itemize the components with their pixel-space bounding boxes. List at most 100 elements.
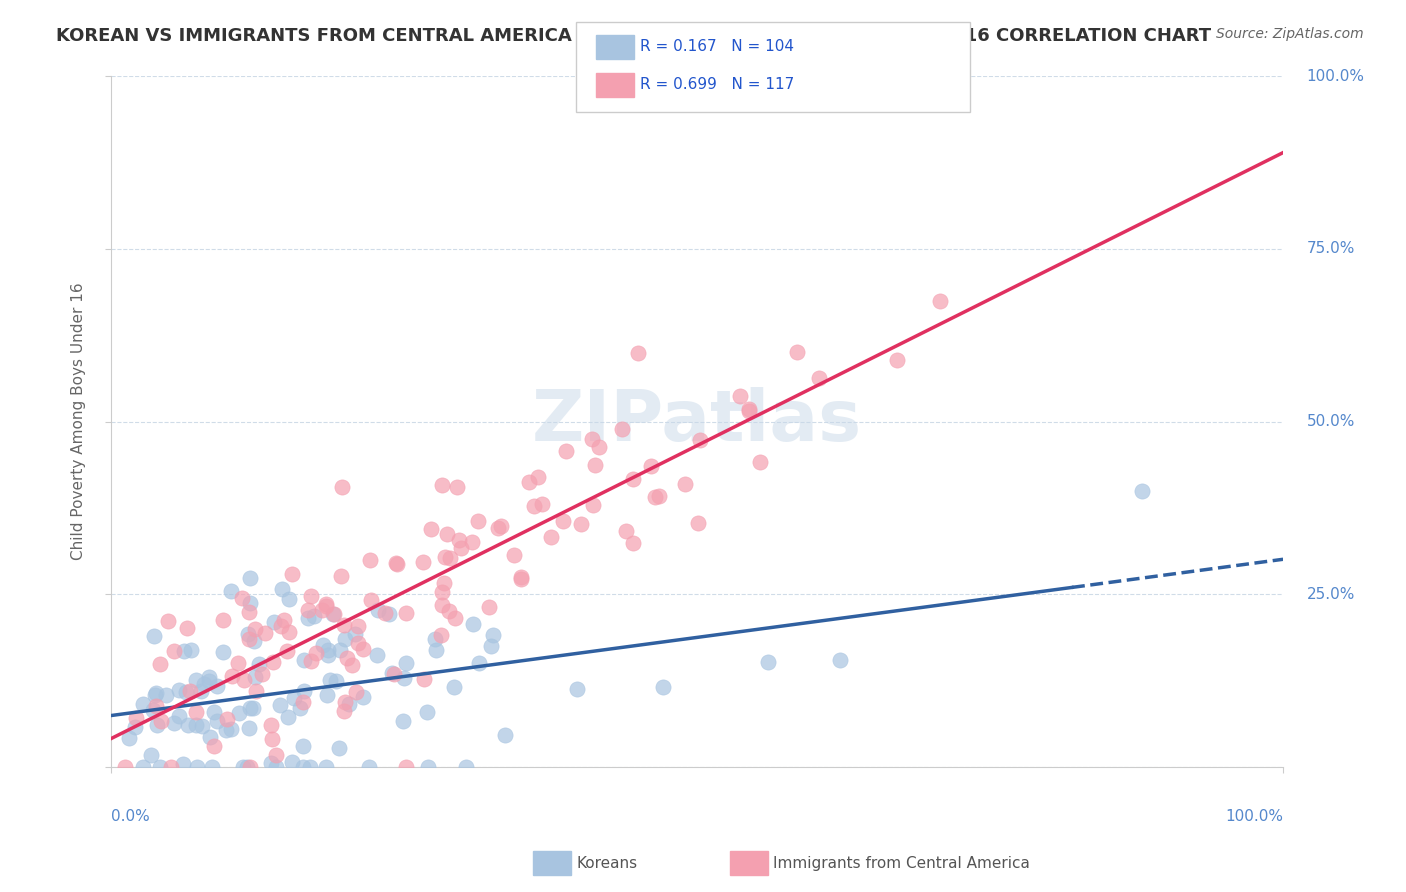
Point — [278, 591, 301, 606]
Point — [132, 760, 155, 774]
Point — [228, 706, 250, 720]
Point — [567, 682, 589, 697]
Point — [245, 683, 267, 698]
Point — [588, 441, 610, 455]
Point — [155, 688, 177, 702]
Point — [163, 644, 186, 658]
Point — [581, 432, 603, 446]
Point — [316, 648, 339, 662]
Point — [430, 585, 453, 599]
Point — [522, 499, 544, 513]
Point — [467, 514, 489, 528]
Point — [430, 477, 453, 491]
Point — [621, 472, 644, 486]
Point — [329, 643, 352, 657]
Point — [509, 570, 531, 584]
Point — [299, 654, 322, 668]
Point — [367, 603, 389, 617]
Point — [337, 697, 360, 711]
Point — [292, 684, 315, 698]
Point — [299, 590, 322, 604]
Point — [347, 636, 370, 650]
Point — [163, 716, 186, 731]
Point — [328, 741, 350, 756]
Point — [243, 634, 266, 648]
Point — [385, 557, 408, 571]
Point — [381, 665, 404, 680]
Point — [730, 389, 752, 403]
Point — [582, 498, 605, 512]
Point — [184, 673, 207, 687]
Point — [540, 529, 562, 543]
Point — [298, 760, 321, 774]
Point — [280, 567, 302, 582]
Point — [198, 730, 221, 744]
Point — [335, 632, 357, 647]
Point — [430, 628, 453, 642]
Point — [253, 626, 276, 640]
Point — [433, 575, 456, 590]
Point — [271, 582, 294, 596]
Point — [125, 711, 148, 725]
Text: 50.0%: 50.0% — [1306, 414, 1355, 429]
Point — [325, 674, 347, 689]
Point — [292, 652, 315, 666]
Point — [344, 685, 367, 699]
Point — [886, 353, 908, 368]
Point — [644, 490, 666, 504]
Point — [489, 519, 512, 533]
Point — [141, 747, 163, 762]
Point — [167, 708, 190, 723]
Point — [315, 597, 337, 611]
Point — [157, 614, 180, 628]
Point — [479, 639, 502, 653]
Point — [149, 760, 172, 774]
Point — [238, 605, 260, 619]
Point — [648, 489, 671, 503]
Point — [276, 644, 298, 658]
Point — [494, 728, 516, 742]
Point — [640, 459, 662, 474]
Point — [315, 599, 337, 613]
Point — [277, 710, 299, 724]
Point — [486, 520, 509, 534]
Point — [929, 293, 952, 308]
Point — [145, 699, 167, 714]
Point — [316, 643, 339, 657]
Y-axis label: Child Poverty Among Boys Under 16: Child Poverty Among Boys Under 16 — [72, 283, 86, 560]
Point — [319, 673, 342, 688]
Point — [530, 497, 553, 511]
Point — [323, 607, 346, 621]
Point — [118, 731, 141, 745]
Point — [434, 549, 457, 564]
Point — [583, 458, 606, 472]
Point — [786, 345, 808, 359]
Point — [430, 599, 453, 613]
Point — [291, 739, 314, 754]
Point — [202, 705, 225, 719]
Point — [569, 516, 592, 531]
Point — [243, 670, 266, 684]
Point — [359, 760, 381, 774]
Point — [333, 618, 356, 632]
Point — [193, 677, 215, 691]
Point — [651, 680, 673, 694]
Point — [212, 613, 235, 627]
Point — [340, 658, 363, 673]
Point — [202, 739, 225, 754]
Point — [509, 572, 531, 586]
Point — [689, 433, 711, 447]
Point — [281, 755, 304, 769]
Point — [149, 657, 172, 672]
Point — [145, 686, 167, 700]
Point — [312, 638, 335, 652]
Point — [260, 718, 283, 732]
Point — [481, 628, 503, 642]
Point — [330, 480, 353, 494]
Point — [239, 701, 262, 715]
Point — [172, 757, 194, 772]
Point — [262, 655, 284, 669]
Point — [142, 703, 165, 717]
Point — [450, 541, 472, 556]
Point — [198, 673, 221, 688]
